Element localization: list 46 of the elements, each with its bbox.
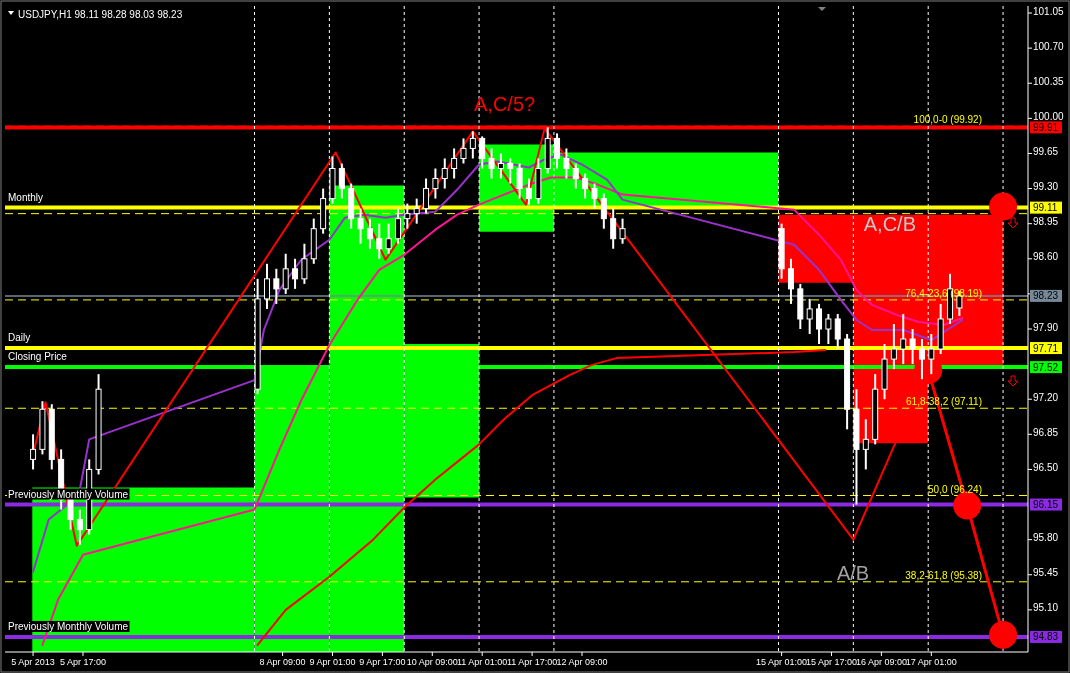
y-tick-label: 95.10 bbox=[1033, 602, 1059, 614]
x-tick-label: 10 Apr 09:00 bbox=[406, 657, 458, 667]
x-tick-label: 15 Apr 17:00 bbox=[805, 657, 858, 667]
annotation: A/B bbox=[836, 562, 870, 585]
ref-line-label: Monthly bbox=[8, 191, 44, 203]
ref-line-label: 38,2-61,8 (95.38) bbox=[905, 569, 982, 581]
x-tick-label: 5 Apr 2013 bbox=[11, 657, 55, 667]
ref-line-label: Previously Monthly Volume bbox=[8, 620, 129, 632]
ref-line-label: Daily bbox=[8, 332, 31, 344]
y-tick-label: 99.91 bbox=[1033, 121, 1059, 133]
y-tick-label: 99.11 bbox=[1033, 202, 1058, 214]
y-tick-label: 94.83 bbox=[1033, 631, 1059, 643]
x-tick-label: 11 Apr 17:00 bbox=[506, 657, 558, 667]
x-tick-label: 5 Apr 17:00 bbox=[59, 657, 106, 667]
y-tick-label: 97.52 bbox=[1033, 361, 1059, 373]
y-tick-label: 97.71 bbox=[1033, 342, 1059, 354]
y-tick-label: 101.05 bbox=[1033, 5, 1065, 17]
annotation: A,C/B bbox=[863, 212, 917, 235]
y-tick-label: 98.23 bbox=[1033, 290, 1059, 302]
y-tick-label: 99.30 bbox=[1033, 181, 1059, 193]
x-tick-label: 11 Apr 01:00 bbox=[457, 657, 508, 667]
y-tick-label: 95.80 bbox=[1033, 532, 1059, 544]
x-tick-label: 12 Apr 09:00 bbox=[556, 657, 608, 667]
y-tick-label: 100.00 bbox=[1033, 110, 1065, 122]
annotation: A,C/5? bbox=[473, 92, 536, 115]
y-tick-label: 98.95 bbox=[1033, 216, 1059, 228]
y-tick-label: 95.45 bbox=[1033, 567, 1059, 579]
y-tick-label: 96.85 bbox=[1033, 426, 1059, 438]
y-tick-label: 98.60 bbox=[1033, 251, 1059, 263]
x-tick-label: 8 Apr 09:00 bbox=[259, 657, 306, 667]
chart-title: USDJPY,H1 98.11 98.28 98.03 98.23 bbox=[18, 9, 183, 20]
y-tick-label: 99.65 bbox=[1033, 145, 1059, 157]
x-tick-label: 17 Apr 01:00 bbox=[905, 657, 957, 667]
x-tick-label: 9 Apr 01:00 bbox=[309, 657, 356, 667]
x-tick-label: 15 Apr 01:00 bbox=[756, 657, 808, 667]
y-tick-label: 97.20 bbox=[1033, 391, 1059, 403]
y-tick-label: 100.70 bbox=[1033, 40, 1065, 52]
ref-line-label: Closing Price bbox=[8, 351, 68, 363]
x-tick-label: 16 Apr 09:00 bbox=[855, 657, 907, 667]
y-tick-label: 96.15 bbox=[1033, 499, 1059, 511]
y-tick-label: 97.90 bbox=[1033, 321, 1059, 333]
x-tick-label: 9 Apr 17:00 bbox=[359, 657, 406, 667]
ref-line-label: Previously Monthly Volume bbox=[8, 488, 129, 500]
y-tick-label: 100.35 bbox=[1033, 75, 1065, 87]
y-tick-label: 96.50 bbox=[1033, 461, 1059, 473]
ref-line-label: 100,0-0 (99.92) bbox=[913, 114, 982, 126]
